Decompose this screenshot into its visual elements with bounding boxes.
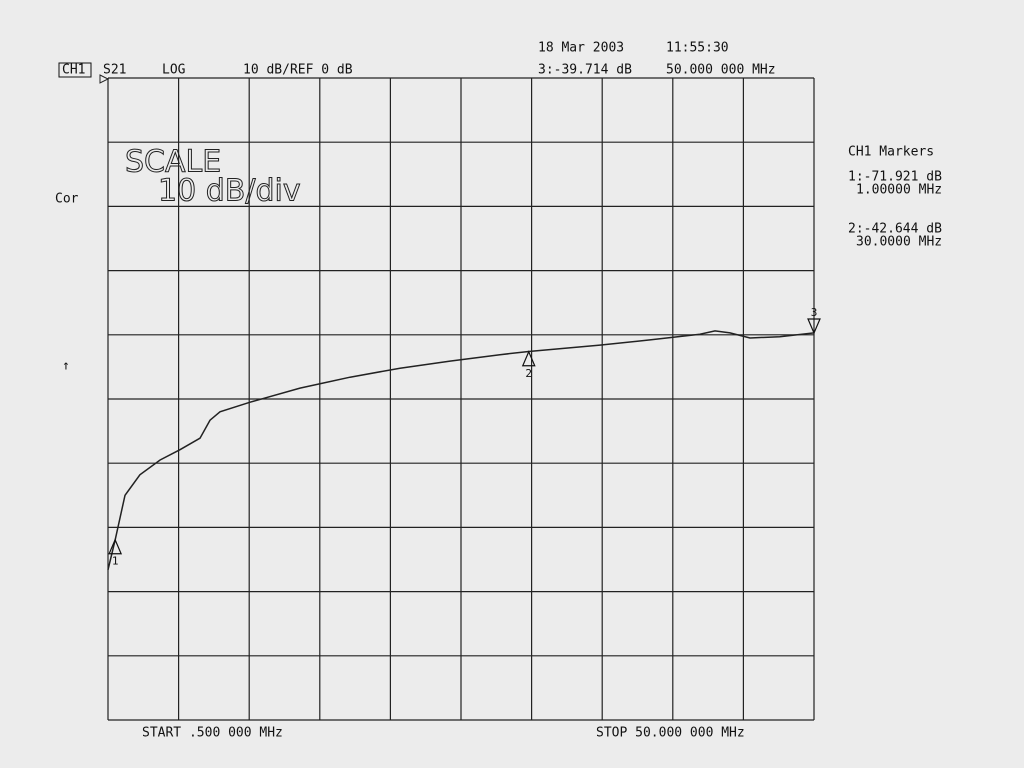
format: LOG [162,63,186,78]
marker-readout: 2:-42.644 dB [848,222,942,237]
marker-label: 3 [811,306,818,319]
marker [521,350,536,367]
marker [807,318,821,335]
marker-readout: 1:-71.921 dB [848,170,942,185]
markers-title: CH1 Markers [848,145,934,160]
scale-ref: 10 dB/REF 0 dB [243,63,353,78]
correction: Cor [55,192,79,207]
scale-title: SCALE [125,145,221,180]
ref-arrow: ↑ [62,359,70,374]
marker-freq: 1.00000 MHz [856,183,942,198]
active-marker-freq: 50.000 000 MHz [666,63,776,78]
marker [108,538,123,555]
marker-label: 1 [112,555,119,568]
marker-label: 2 [525,367,532,380]
start-label: START .500 000 MHz [142,726,283,741]
ref-pointer [99,74,110,84]
active-marker-readout: 3:-39.714 dB [538,63,632,78]
channel-box [58,62,92,78]
channel: CH1 [62,63,85,78]
parameter: S21 [103,63,126,78]
scale-value: 10 dB/div [158,174,301,209]
trace [107,330,815,570]
marker-freq: 30.0000 MHz [856,235,942,250]
stop-label: STOP 50.000 000 MHz [596,726,745,741]
time: 11:55:30 [666,41,729,56]
date: 18 Mar 2003 [538,41,624,56]
